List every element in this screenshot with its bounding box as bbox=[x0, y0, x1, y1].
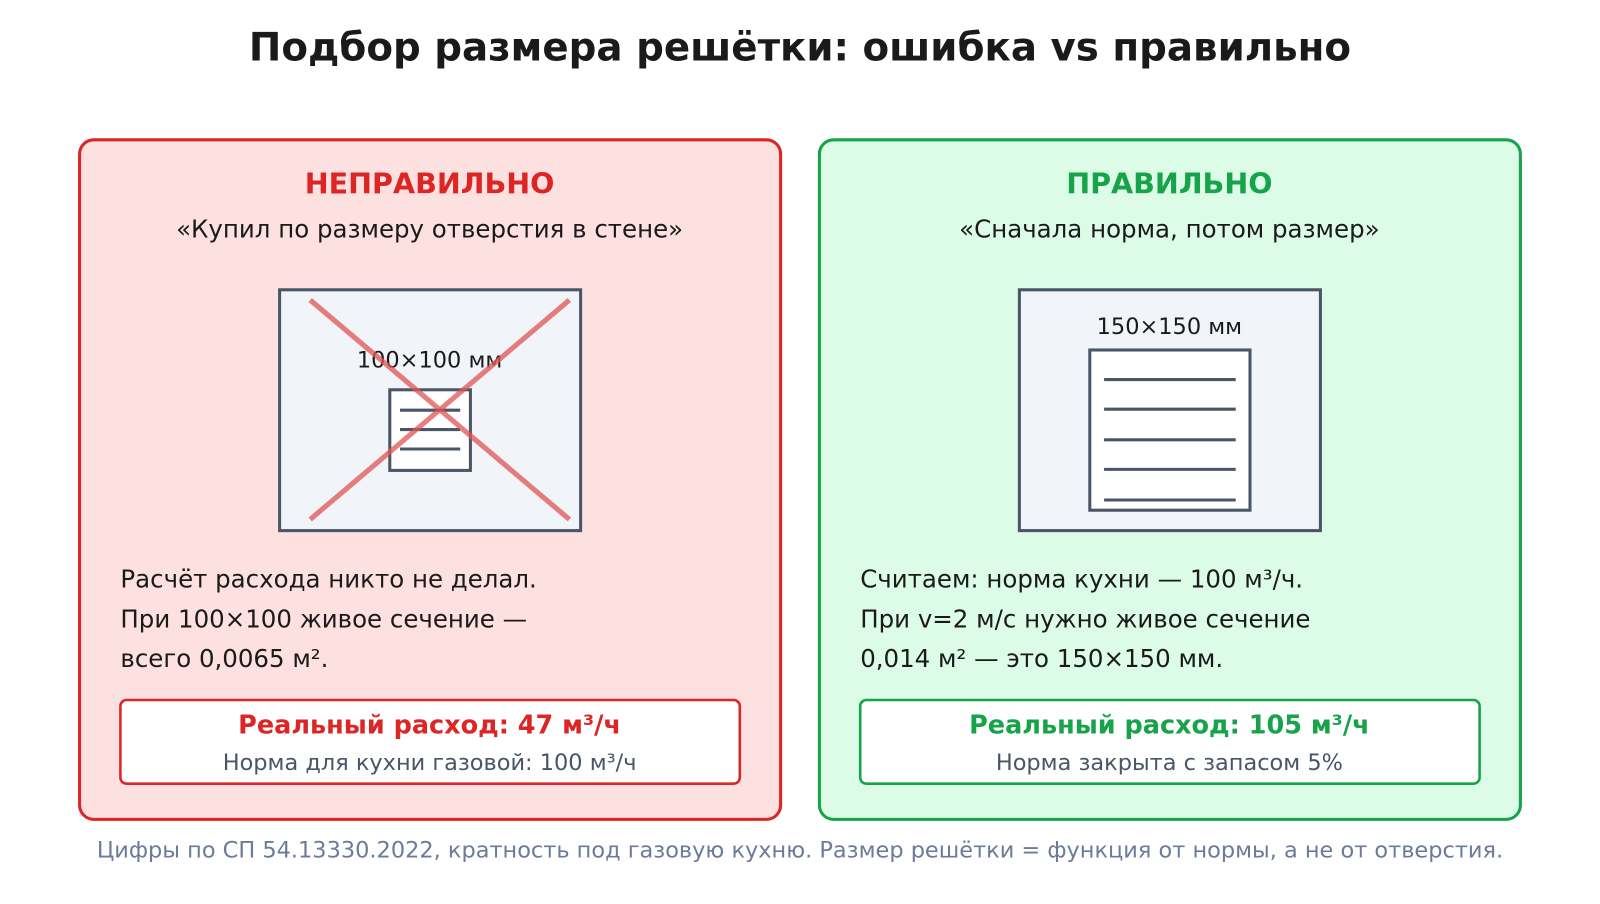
result-box bbox=[858, 698, 1481, 785]
result-text: Реальный расход: 47 м³/ч bbox=[238, 711, 621, 741]
result-text: Реальный расход: 105 м³/ч bbox=[969, 711, 1370, 741]
panel-heading: ПРАВИЛЬНО bbox=[1066, 167, 1272, 201]
body-line: При v=2 м/с нужно живое сечение bbox=[860, 604, 1310, 633]
grille-small bbox=[388, 388, 472, 472]
panel-quote: «Сначала норма, потом размер» bbox=[959, 215, 1379, 244]
result-note: Норма для кухни газовой: 100 м³/ч bbox=[223, 750, 637, 776]
body-line: 0,014 м² — это 150×150 мм. bbox=[860, 644, 1223, 673]
panel-quote: «Купил по размеру отверстия в стене» bbox=[176, 215, 683, 244]
title: Подбор размера решётки: ошибка vs правил… bbox=[249, 26, 1351, 71]
footer: Цифры по СП 54.13330.2022, кратность под… bbox=[97, 838, 1503, 864]
body-line: Расчёт расхода никто не делал. bbox=[120, 565, 536, 594]
panel-heading: НЕПРАВИЛЬНО bbox=[305, 167, 555, 201]
wrong-panel: НЕПРАВИЛЬНО «Купил по размеру отверстия … bbox=[78, 138, 783, 821]
body-line: всего 0,0065 м². bbox=[120, 644, 328, 673]
result-box bbox=[119, 698, 742, 785]
right-panel: ПРАВИЛЬНО «Сначала норма, потом размер» … bbox=[817, 138, 1522, 821]
result-note: Норма закрыта с запасом 5% bbox=[996, 750, 1343, 776]
body-line: При 100×100 живое сечение — bbox=[120, 604, 527, 633]
grille-label: 150×150 мм bbox=[1097, 314, 1242, 340]
grille-large bbox=[1088, 348, 1252, 512]
body-line: Считаем: норма кухни — 100 м³/ч. bbox=[860, 565, 1303, 594]
cross-mark bbox=[308, 298, 572, 522]
